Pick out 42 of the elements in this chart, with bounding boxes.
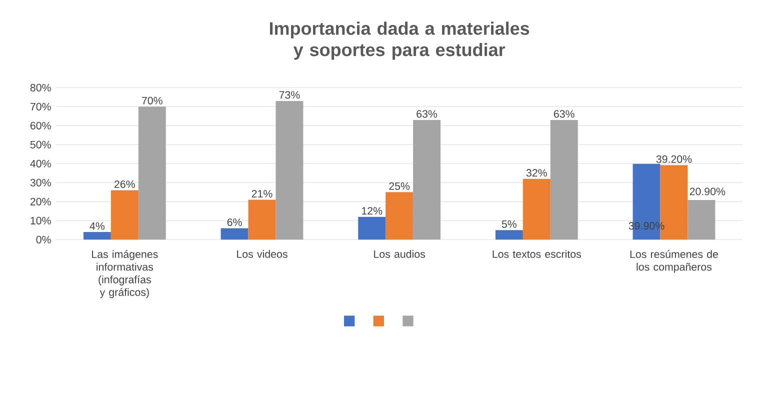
y-tick-label: 0% [36,236,51,244]
bar [248,200,276,240]
y-tick-label: 50% [30,140,51,148]
data-label: 5% [502,220,517,228]
chart-title: Importancia dada a materiales y soportes para estudiar [270,22,530,60]
data-label: 63% [554,110,574,118]
bar [138,106,166,240]
bar [276,100,304,240]
y-tick-label: 20% [30,198,51,206]
data-label: 63% [416,110,438,118]
x-tick-label: Los audios [374,250,426,258]
data-label: 73% [279,91,300,99]
data-label: 39.20% [656,155,692,163]
bar [495,230,523,240]
y-tick-label: 30% [30,178,51,186]
y-tick-label: 10% [30,216,51,224]
y-tick-label: 70% [30,102,51,110]
bar [413,120,441,240]
y-tick-label: 40% [30,160,51,168]
data-label: 20.90% [690,188,726,196]
x-tick-label: Las imágenes informativas (infografías y gráficos) [92,250,158,298]
data-label: 25% [389,182,410,190]
bar [522,178,550,240]
data-label: 26% [114,180,135,188]
bar [83,232,111,240]
y-tick-label: 80% [30,84,51,92]
bar [550,120,578,240]
data-label: 32% [526,169,547,177]
data-label: 6% [227,218,242,226]
data-label: 70% [142,96,162,104]
bar [688,200,716,240]
x-tick-label: Los resúmenes de los compañeros [630,250,718,273]
y-tick-label: 60% [30,122,51,130]
bar [386,192,414,240]
bar [358,216,386,240]
bar [110,190,138,240]
data-label: 4% [90,222,105,230]
x-tick-label: Los textos escritos [492,250,582,258]
data-label: 21% [252,190,272,198]
data-label: 12% [362,207,382,215]
bar [220,228,248,240]
x-tick-label: Los videos [237,250,288,258]
